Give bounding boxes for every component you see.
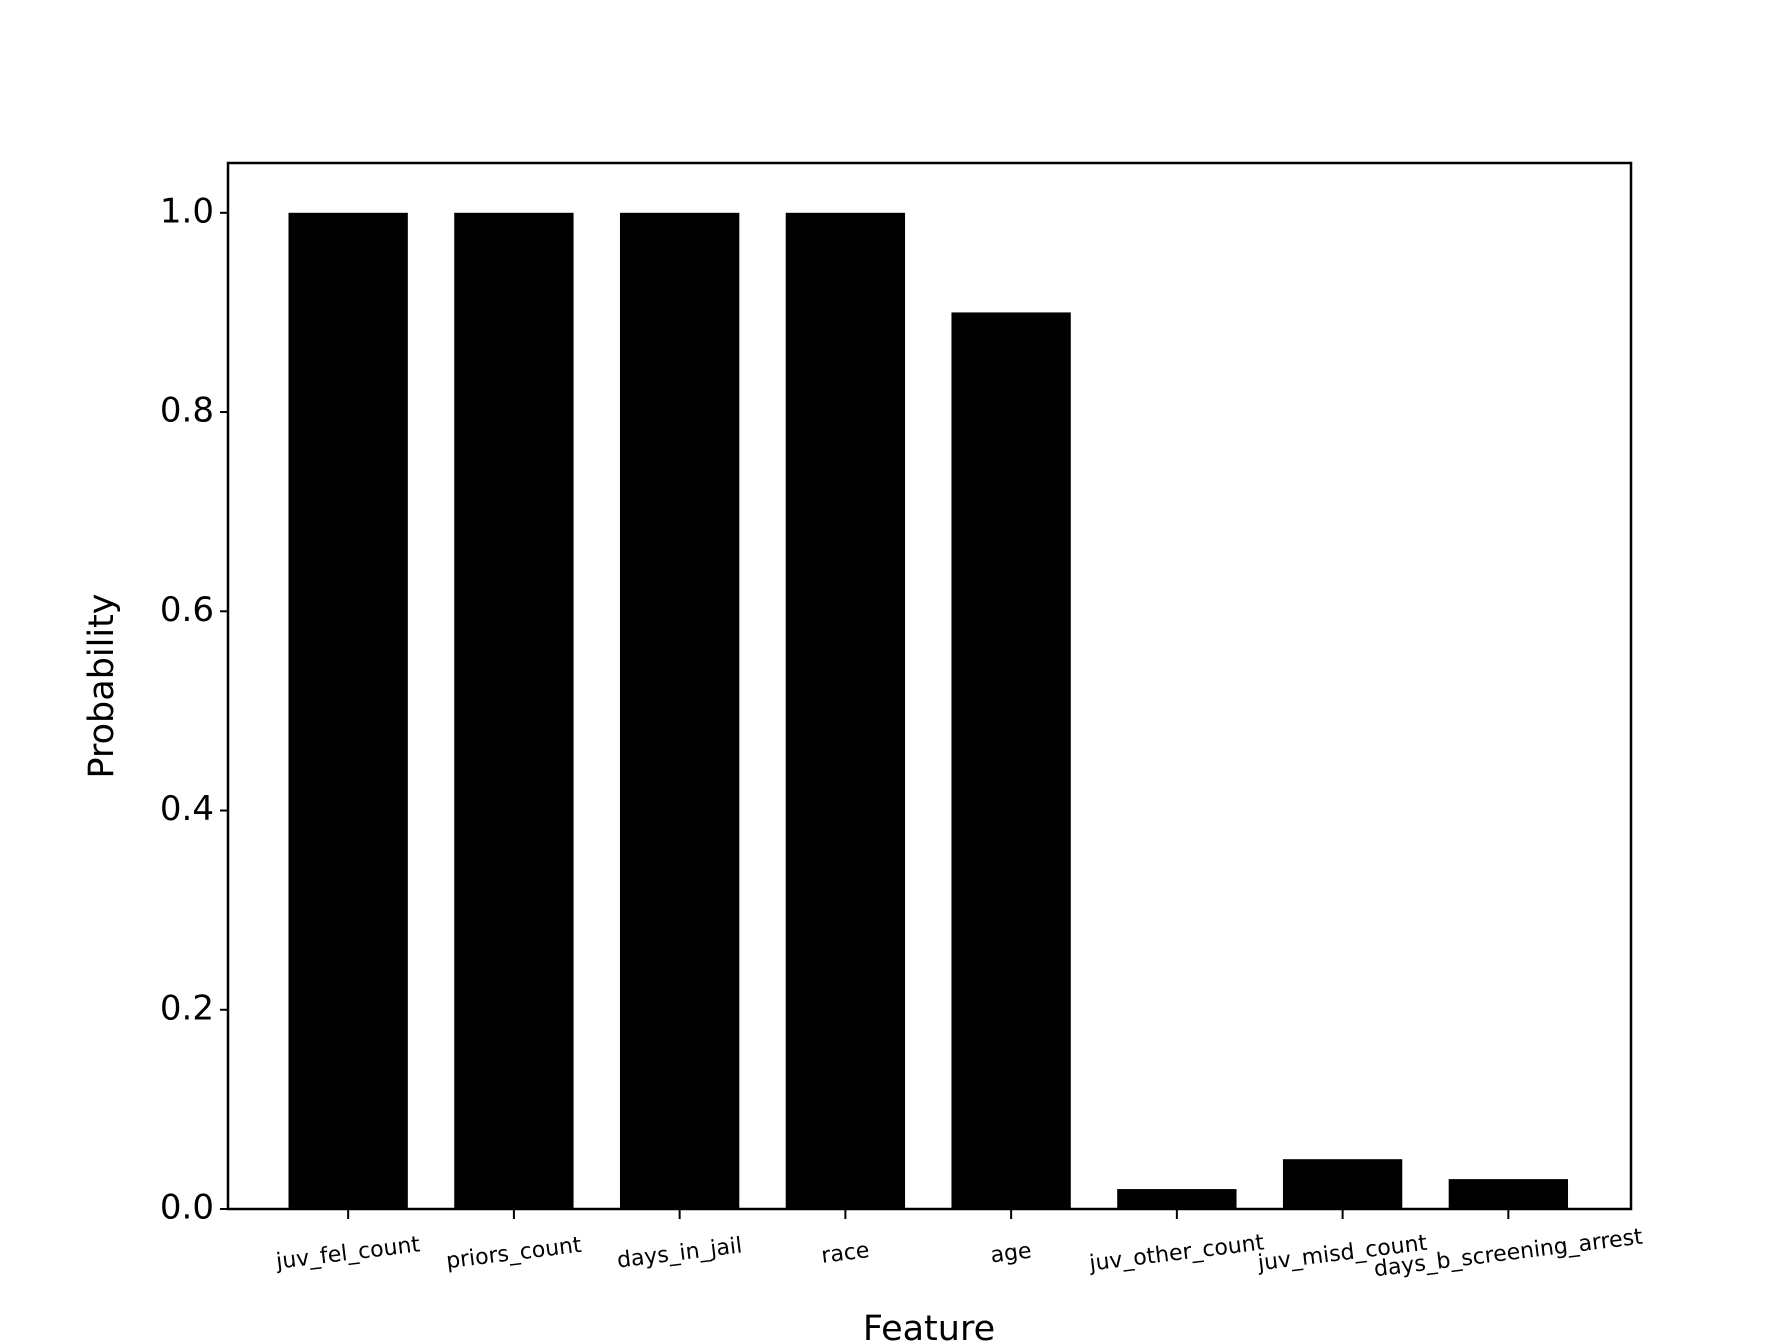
y-tick-label: 0.4 xyxy=(160,789,214,829)
bar xyxy=(951,312,1071,1209)
y-tick-label: 0.6 xyxy=(160,590,214,630)
bar xyxy=(454,212,574,1210)
x-tick-label: age xyxy=(989,1239,1033,1269)
y-tick-label: 1.0 xyxy=(160,191,214,231)
bar xyxy=(1117,1189,1237,1209)
bar xyxy=(619,212,740,1210)
x-axis-label: Feature xyxy=(863,1309,995,1344)
y-tick-label: 0.2 xyxy=(160,988,214,1028)
bar xyxy=(288,212,408,1210)
x-tick-label: race xyxy=(820,1238,871,1269)
bar xyxy=(1282,1159,1403,1209)
plot-frame xyxy=(226,161,1633,1211)
y-axis-label: Probability xyxy=(82,593,122,778)
y-tick-label: 0.8 xyxy=(160,391,214,431)
y-tick-label: 0.0 xyxy=(160,1188,214,1228)
bar xyxy=(785,212,906,1210)
bar xyxy=(1448,1179,1569,1209)
